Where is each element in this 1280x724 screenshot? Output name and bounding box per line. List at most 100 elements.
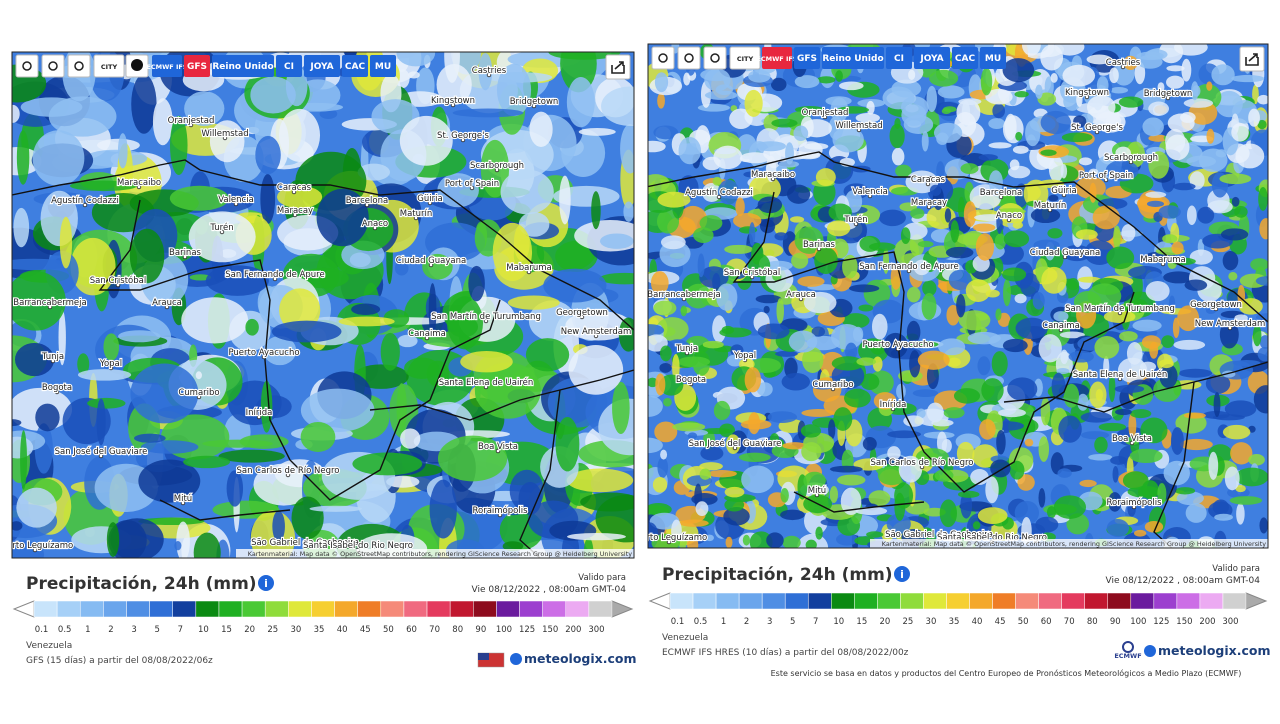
place-label: Canaima <box>408 329 446 339</box>
place-marker <box>1227 325 1233 331</box>
precip-area <box>1112 465 1119 483</box>
refresh-button[interactable] <box>651 46 675 70</box>
place-label: Kingstown <box>431 96 475 106</box>
precip-area <box>811 326 826 337</box>
toolbar-label[interactable]: CAC <box>345 62 366 72</box>
toolbar-label[interactable]: Reino Unido <box>822 54 883 64</box>
toolbar-button[interactable] <box>794 47 820 69</box>
precip-area <box>1092 205 1120 230</box>
place-marker <box>798 296 804 302</box>
toolbar-label[interactable]: CI <box>284 62 294 72</box>
place-label: Mitú <box>808 486 826 496</box>
legend-swatch <box>103 600 127 618</box>
precip-area <box>277 185 323 209</box>
place-marker <box>526 269 532 275</box>
toolbar-label[interactable]: CITY <box>101 63 118 71</box>
precip-area <box>1173 339 1206 350</box>
toolbar-button[interactable] <box>914 47 950 69</box>
pin-button[interactable] <box>677 46 701 70</box>
precip-area <box>1040 149 1057 156</box>
place-label: San Cristóbal <box>724 267 780 278</box>
precip-area <box>278 108 321 162</box>
toolbar-button[interactable] <box>886 47 912 69</box>
valid-label: Valido para <box>1212 564 1260 574</box>
place-label: San Martín de Turumbang <box>431 312 541 322</box>
toolbar-button[interactable] <box>762 47 792 69</box>
precip-area <box>1038 334 1062 363</box>
precip-area <box>1050 73 1058 83</box>
precip-area <box>1197 206 1215 224</box>
info-icon[interactable] <box>258 575 274 591</box>
precip-area <box>1158 205 1181 219</box>
place-marker <box>1160 261 1166 267</box>
place-label: Inírida <box>880 400 907 410</box>
toolbar-label[interactable]: CAC <box>955 54 976 64</box>
toolbar-button[interactable] <box>212 55 274 77</box>
toolbar-button[interactable] <box>152 55 182 77</box>
place-marker <box>424 335 430 341</box>
precip-area <box>786 184 811 204</box>
toolbar-button[interactable] <box>980 47 1006 69</box>
toolbar-button[interactable] <box>952 47 978 69</box>
toolbar-button[interactable] <box>304 55 340 77</box>
toolbar-label[interactable]: MU <box>985 54 1001 64</box>
legend-swatch <box>126 600 150 618</box>
legend-value: 100 <box>1130 617 1146 627</box>
precip-area <box>844 388 871 408</box>
precip-area <box>677 356 711 368</box>
toolbar-button[interactable] <box>276 55 302 77</box>
toolbar-button[interactable] <box>822 47 884 69</box>
toolbar-label[interactable]: JOYA <box>919 54 943 64</box>
precip-area <box>529 111 553 147</box>
precip-area <box>1174 44 1208 56</box>
toolbar-button[interactable] <box>729 46 761 70</box>
toolbar-label[interactable]: MU <box>375 62 391 72</box>
precip-area <box>620 124 634 174</box>
legend-swatch <box>692 592 717 610</box>
precip-area <box>713 400 731 421</box>
precip-area <box>858 304 874 312</box>
place-label: San Fernando de Apure <box>859 262 958 272</box>
toolbar-label[interactable]: CITY <box>737 55 754 63</box>
legend-value: 30 <box>290 625 301 635</box>
toolbar-label[interactable]: ECMWF IFS <box>756 55 797 63</box>
brand: meteologix.com <box>1158 643 1270 658</box>
toolbar-button[interactable] <box>342 55 368 77</box>
toolbar-label[interactable]: ECMWF IFS <box>146 63 187 71</box>
precip-area <box>1236 503 1245 525</box>
legend-value: 0.5 <box>694 617 708 627</box>
precip-area <box>724 486 745 498</box>
toolbar-label[interactable]: CI <box>894 54 904 64</box>
precip-area <box>1053 311 1069 322</box>
refresh-button[interactable] <box>15 54 39 78</box>
toolbar-button[interactable] <box>93 54 125 78</box>
toolbar-label[interactable]: JOYA <box>309 62 333 72</box>
precip-area <box>831 356 864 371</box>
precip-area <box>780 488 789 503</box>
legend-value: 50 <box>1018 617 1029 627</box>
toolbar-label[interactable]: GFS <box>797 54 817 64</box>
place-label: New Amsterdam <box>561 327 632 337</box>
info-icon[interactable] <box>894 566 910 582</box>
precip-area <box>436 64 472 106</box>
toolbar-label[interactable]: Reino Unido <box>212 62 273 72</box>
zoom-button[interactable] <box>703 46 727 70</box>
zoom-button[interactable] <box>67 54 91 78</box>
precip-area <box>1141 480 1159 500</box>
pin-button[interactable] <box>41 54 65 78</box>
place-label: Mabaruma <box>506 263 552 273</box>
precip-area <box>794 226 824 254</box>
place-label: São Gabriel da Cachoeira <box>251 538 359 548</box>
precip-area <box>1058 415 1082 443</box>
place-marker <box>742 357 748 363</box>
region: Venezuela <box>26 641 72 651</box>
place-marker <box>816 246 822 252</box>
toolbar-button[interactable] <box>370 55 396 77</box>
toolbar-button[interactable] <box>184 55 210 77</box>
precip-area <box>474 362 541 419</box>
flag-canton <box>478 653 489 660</box>
precip-area <box>1075 359 1089 374</box>
precip-area <box>1252 84 1259 105</box>
toolbar-label[interactable]: GFS <box>187 62 207 72</box>
place-marker <box>593 333 599 339</box>
